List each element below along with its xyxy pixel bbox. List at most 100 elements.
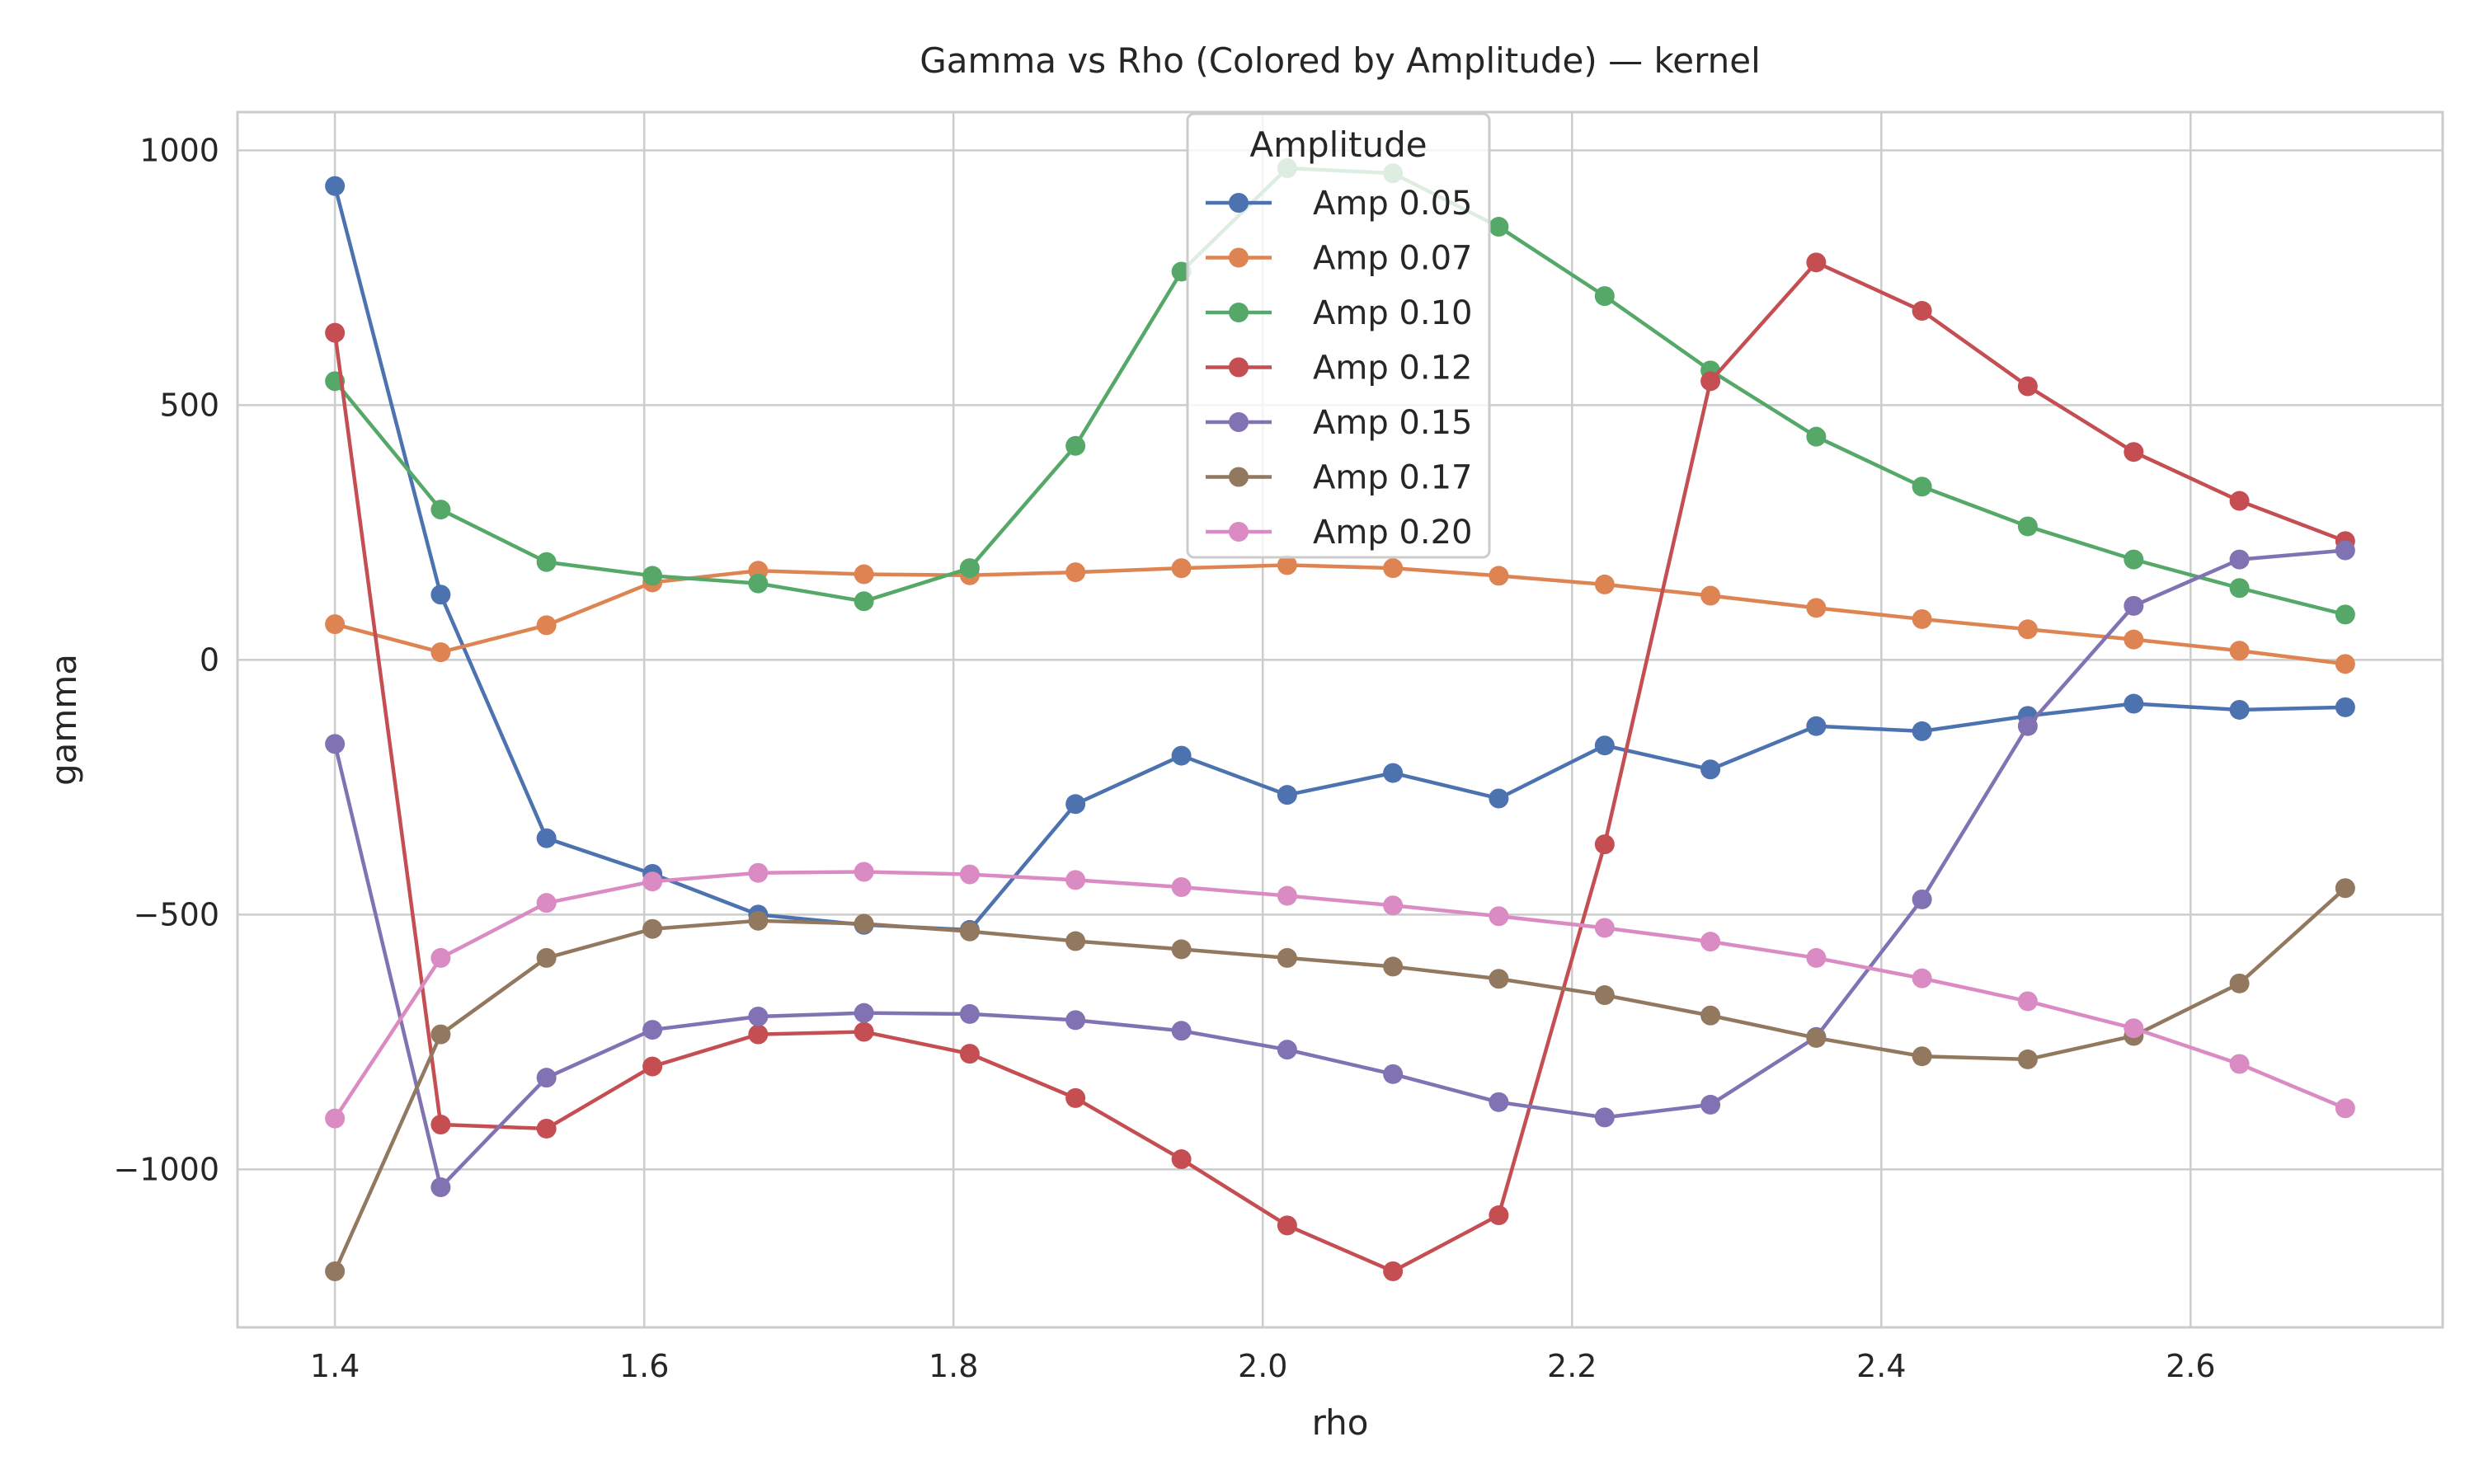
data-point bbox=[1383, 1064, 1404, 1084]
data-point bbox=[1594, 735, 1615, 756]
y-tick-label: 0 bbox=[200, 641, 219, 678]
legend-marker bbox=[1229, 303, 1249, 322]
data-point bbox=[2229, 973, 2250, 993]
data-point bbox=[1171, 939, 1192, 960]
legend-marker bbox=[1229, 193, 1249, 213]
data-point bbox=[2335, 697, 2355, 717]
data-point bbox=[854, 564, 874, 585]
data-point bbox=[2017, 1049, 2038, 1069]
data-point bbox=[2229, 578, 2250, 599]
data-point bbox=[536, 893, 557, 913]
data-point bbox=[2017, 516, 2038, 537]
data-point bbox=[2124, 693, 2144, 714]
data-point bbox=[1594, 1107, 1615, 1128]
data-point bbox=[642, 566, 663, 586]
data-point bbox=[1806, 1027, 1827, 1048]
series-amp-0-17 bbox=[325, 878, 2355, 1282]
series-line bbox=[333, 870, 2346, 1120]
data-point bbox=[748, 910, 769, 931]
series-line bbox=[332, 548, 2346, 1190]
data-point bbox=[536, 615, 557, 636]
data-point bbox=[1489, 788, 1509, 809]
data-point bbox=[748, 573, 769, 594]
y-tick-label: −1000 bbox=[113, 1151, 219, 1187]
data-point bbox=[854, 913, 874, 934]
legend-item: Amp 0.20 bbox=[1206, 514, 1473, 552]
data-point bbox=[430, 642, 451, 663]
data-point bbox=[642, 918, 663, 939]
legend-title: Amplitude bbox=[1249, 124, 1427, 165]
data-point bbox=[642, 1056, 663, 1077]
legend-label: Amp 0.15 bbox=[1313, 404, 1473, 442]
data-point bbox=[536, 1068, 557, 1088]
x-tick-label: 2.6 bbox=[2166, 1348, 2215, 1384]
legend-label: Amp 0.10 bbox=[1313, 294, 1473, 332]
legend-item: Amp 0.17 bbox=[1206, 459, 1473, 497]
legend-marker bbox=[1229, 247, 1249, 268]
data-point bbox=[2335, 604, 2355, 625]
data-point bbox=[1489, 1092, 1509, 1112]
x-tick-label: 1.8 bbox=[929, 1348, 978, 1384]
data-point bbox=[1912, 477, 1932, 497]
data-point bbox=[1383, 763, 1404, 783]
data-point bbox=[1383, 895, 1404, 916]
y-tick-label: −500 bbox=[134, 896, 219, 932]
data-point bbox=[430, 585, 451, 605]
data-point bbox=[1806, 716, 1827, 736]
data-point bbox=[2335, 540, 2355, 561]
data-point bbox=[1594, 286, 1615, 307]
x-tick-label: 1.4 bbox=[310, 1348, 360, 1384]
series-amp-0-12 bbox=[325, 252, 2355, 1282]
data-point bbox=[1912, 1046, 1932, 1067]
legend-marker bbox=[1229, 357, 1249, 378]
legend-label: Amp 0.20 bbox=[1313, 514, 1473, 552]
legend: Amplitude Amp 0.05 Amp 0.07 Amp 0.10 Amp 0.… bbox=[1186, 112, 1491, 559]
data-point bbox=[1489, 1205, 1509, 1226]
legend-item: Amp 0.05 bbox=[1206, 185, 1473, 223]
data-point bbox=[1065, 794, 1086, 815]
data-point bbox=[2229, 699, 2250, 720]
data-point bbox=[748, 862, 769, 883]
data-point bbox=[2017, 991, 2038, 1012]
data-point bbox=[2229, 549, 2250, 570]
data-point bbox=[854, 1021, 874, 1042]
data-point bbox=[325, 322, 346, 343]
data-point bbox=[2017, 716, 2038, 736]
data-point bbox=[1912, 721, 1932, 741]
data-point bbox=[2335, 1098, 2355, 1119]
data-point bbox=[536, 947, 557, 968]
data-point bbox=[1912, 889, 1932, 909]
data-point bbox=[536, 828, 557, 848]
axes: 1.4 1.6 1.8 2.0 2.2 2.4 2.6 1000 500 0 −500 −1000 bbox=[113, 132, 2215, 1384]
data-point bbox=[1277, 1040, 1297, 1060]
data-point bbox=[430, 1024, 451, 1045]
data-point bbox=[1912, 608, 1932, 629]
data-point bbox=[1277, 885, 1297, 906]
data-point bbox=[1383, 1261, 1404, 1282]
data-point bbox=[1700, 371, 1721, 392]
data-point bbox=[1912, 301, 1932, 322]
legend-item: Amp 0.10 bbox=[1206, 294, 1473, 332]
data-point bbox=[2124, 1018, 2144, 1039]
legend-marker bbox=[1229, 412, 1249, 432]
data-point bbox=[1277, 1215, 1297, 1236]
series-line bbox=[332, 261, 2346, 1274]
data-point bbox=[1171, 1149, 1192, 1170]
data-point bbox=[854, 1003, 874, 1023]
data-point bbox=[325, 1261, 346, 1282]
data-point bbox=[2124, 549, 2144, 570]
data-point bbox=[642, 1020, 663, 1040]
series-amp-0-15 bbox=[325, 540, 2355, 1198]
legend-item: Amp 0.07 bbox=[1206, 240, 1473, 278]
data-point bbox=[1171, 558, 1192, 579]
series-line bbox=[333, 886, 2347, 1272]
data-point bbox=[1065, 870, 1086, 890]
legend-marker bbox=[1229, 467, 1249, 487]
data-point bbox=[2335, 878, 2355, 899]
data-point bbox=[2017, 376, 2038, 397]
data-point bbox=[1700, 759, 1721, 780]
y-tick-label: 500 bbox=[159, 387, 219, 423]
data-point bbox=[1065, 562, 1086, 583]
legend-marker bbox=[1229, 522, 1249, 542]
